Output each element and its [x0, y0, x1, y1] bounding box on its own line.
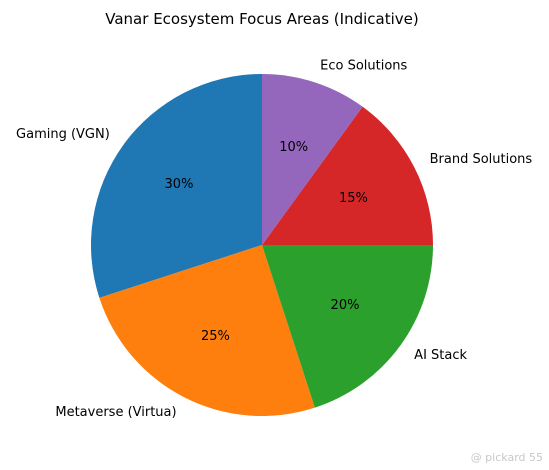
pie-labels: 30% Gaming (VGN) 25% Metaverse (Virtua) 20% A… [16, 59, 532, 420]
chart-title: Vanar Ecosystem Focus Areas (Indicative) [105, 10, 418, 28]
pie-slice-gaming-vgn [90, 74, 262, 298]
pct-label-metaverse-virtua: 25% [201, 329, 230, 344]
slice-label-eco-solutions: Eco Solutions [320, 59, 407, 74]
pie-slices [90, 74, 433, 416]
slice-label-metaverse-virtua: Metaverse (Virtua) [55, 405, 176, 420]
watermark: @ pickard 55 [471, 451, 543, 464]
watermark-text: @ pickard 55 [470, 451, 543, 464]
pct-label-ai-stack: 20% [331, 298, 360, 313]
slice-label-brand-solutions: Brand Solutions [430, 152, 533, 167]
pct-label-brand-solutions: 15% [339, 191, 368, 206]
pie-slice-ai-stack [262, 245, 433, 408]
pie-slice-metaverse-virtua [99, 245, 315, 416]
pct-label-eco-solutions: 10% [279, 140, 308, 155]
pie-slice-brand-solutions [262, 106, 433, 245]
pie-slice-eco-solutions [262, 74, 363, 245]
slice-label-gaming-vgn: Gaming (VGN) [16, 127, 110, 142]
pct-label-gaming-vgn: 30% [165, 177, 194, 192]
slice-label-ai-stack: AI Stack [414, 348, 467, 363]
